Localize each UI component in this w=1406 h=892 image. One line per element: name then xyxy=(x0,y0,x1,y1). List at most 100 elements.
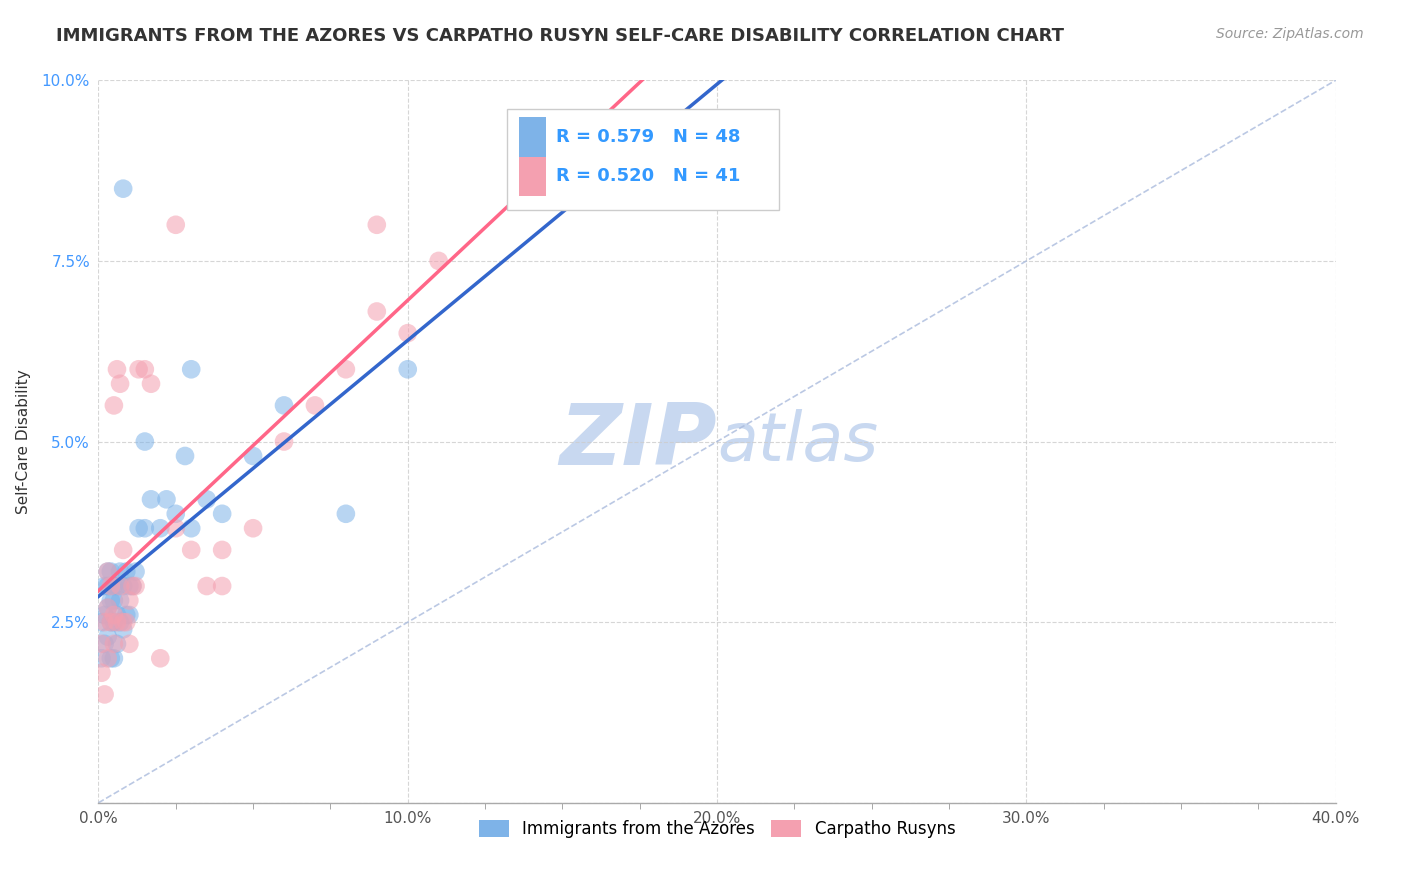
Point xyxy=(100,565,122,579)
Point xyxy=(139,492,162,507)
Point xyxy=(124,579,146,593)
Point xyxy=(211,507,233,521)
Point xyxy=(366,304,388,318)
Point xyxy=(112,615,135,630)
Point xyxy=(103,637,125,651)
FancyBboxPatch shape xyxy=(519,156,547,196)
Point xyxy=(165,218,187,232)
Point xyxy=(103,593,125,607)
Point xyxy=(97,630,120,644)
Point xyxy=(112,182,135,196)
Point xyxy=(97,600,120,615)
Text: R = 0.520   N = 41: R = 0.520 N = 41 xyxy=(557,168,741,186)
Text: Source: ZipAtlas.com: Source: ZipAtlas.com xyxy=(1216,27,1364,41)
Legend: Immigrants from the Azores, Carpatho Rusyns: Immigrants from the Azores, Carpatho Rus… xyxy=(472,814,962,845)
Point xyxy=(93,579,115,593)
Y-axis label: Self-Care Disability: Self-Care Disability xyxy=(15,369,31,514)
Point xyxy=(139,376,162,391)
Point xyxy=(103,579,125,593)
Point xyxy=(211,579,233,593)
Point xyxy=(304,398,326,412)
Point xyxy=(105,637,128,651)
Point xyxy=(134,521,156,535)
Point xyxy=(366,218,388,232)
Point xyxy=(118,593,141,607)
Point xyxy=(90,665,112,680)
Point xyxy=(273,434,295,449)
Point xyxy=(105,362,128,376)
Point xyxy=(195,579,218,593)
Point xyxy=(112,542,135,557)
Point xyxy=(155,492,177,507)
Point xyxy=(149,651,172,665)
Point xyxy=(115,565,138,579)
Text: ZIP: ZIP xyxy=(560,400,717,483)
Point xyxy=(108,565,131,579)
Point xyxy=(242,449,264,463)
Point xyxy=(335,362,357,376)
Point xyxy=(108,579,131,593)
Point xyxy=(100,615,122,630)
Point xyxy=(149,521,172,535)
Point xyxy=(97,565,120,579)
Point xyxy=(90,637,112,651)
Point xyxy=(97,600,120,615)
Point xyxy=(108,615,131,630)
Point xyxy=(180,542,202,557)
Point xyxy=(93,637,115,651)
Point xyxy=(105,579,128,593)
Point xyxy=(103,651,125,665)
Point xyxy=(118,579,141,593)
Point xyxy=(112,623,135,637)
Text: R = 0.579   N = 48: R = 0.579 N = 48 xyxy=(557,128,741,145)
Point xyxy=(97,565,120,579)
Point xyxy=(134,434,156,449)
Point xyxy=(134,362,156,376)
Point xyxy=(121,579,143,593)
Point xyxy=(174,449,197,463)
Point xyxy=(105,615,128,630)
Point xyxy=(100,651,122,665)
Point xyxy=(427,254,450,268)
Point xyxy=(124,565,146,579)
FancyBboxPatch shape xyxy=(506,109,779,211)
Point xyxy=(211,542,233,557)
Point xyxy=(93,687,115,701)
Point xyxy=(273,398,295,412)
Point xyxy=(103,607,125,622)
Point xyxy=(396,362,419,376)
Point xyxy=(90,615,112,630)
Point xyxy=(93,615,115,630)
Point xyxy=(121,579,143,593)
Point xyxy=(396,326,419,340)
Point xyxy=(128,362,150,376)
FancyBboxPatch shape xyxy=(519,117,547,156)
Point xyxy=(115,615,138,630)
Point xyxy=(97,579,120,593)
Point xyxy=(103,398,125,412)
Point xyxy=(180,362,202,376)
Point xyxy=(103,615,125,630)
Point xyxy=(100,579,122,593)
Point xyxy=(108,376,131,391)
Point xyxy=(93,607,115,622)
Point xyxy=(108,593,131,607)
Point xyxy=(195,492,218,507)
Point xyxy=(128,521,150,535)
Point xyxy=(100,615,122,630)
Point xyxy=(100,593,122,607)
Point xyxy=(97,651,120,665)
Text: IMMIGRANTS FROM THE AZORES VS CARPATHO RUSYN SELF-CARE DISABILITY CORRELATION CH: IMMIGRANTS FROM THE AZORES VS CARPATHO R… xyxy=(56,27,1064,45)
Point xyxy=(242,521,264,535)
Text: atlas: atlas xyxy=(717,409,879,475)
Point xyxy=(90,651,112,665)
Point xyxy=(115,607,138,622)
Point xyxy=(335,507,357,521)
Point xyxy=(118,607,141,622)
Point xyxy=(105,607,128,622)
Point xyxy=(118,637,141,651)
Point xyxy=(165,521,187,535)
Point xyxy=(180,521,202,535)
Point xyxy=(112,579,135,593)
Point xyxy=(165,507,187,521)
